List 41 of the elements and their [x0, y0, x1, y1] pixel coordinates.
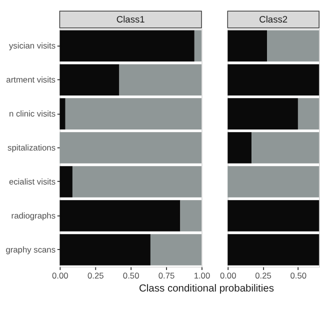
- bar: [228, 166, 320, 198]
- x-tick-label: 0.25: [255, 270, 272, 280]
- chart-title: Class1: [116, 14, 145, 24]
- bar: [267, 30, 320, 62]
- bar: [180, 200, 202, 232]
- chart-title: Class2: [259, 14, 288, 24]
- y-tick-label: radiographs: [11, 210, 56, 221]
- bar: [228, 234, 320, 266]
- bar: [228, 132, 252, 164]
- x-tick-label: 0.50: [290, 270, 307, 280]
- bar: [150, 234, 202, 266]
- bar: [119, 64, 202, 96]
- x-tick-label: 0.25: [87, 270, 104, 280]
- bar: [60, 98, 66, 130]
- y-tick-label: ecialist visits: [8, 176, 56, 187]
- bar: [72, 166, 202, 198]
- bar: [65, 98, 202, 130]
- x-tick-label: 0.75: [158, 270, 176, 280]
- x-tick-label: 0.00: [52, 270, 69, 280]
- x-axis-title: Class conditional probabilities: [138, 283, 274, 294]
- bar: [228, 200, 320, 232]
- bar: [228, 98, 298, 130]
- bar: [60, 166, 72, 198]
- bar: [298, 98, 320, 130]
- bar: [194, 30, 202, 62]
- y-tick-label: spitalizations: [8, 142, 56, 153]
- bar: [252, 132, 320, 164]
- y-tick-label: graphy scans: [6, 244, 56, 255]
- x-tick-label: 0.50: [122, 270, 140, 280]
- bar: [60, 200, 180, 232]
- x-tick-label: 1.00: [194, 270, 210, 280]
- bar: [60, 132, 202, 164]
- bar: [60, 30, 194, 62]
- bar: [228, 64, 320, 96]
- bar: [60, 234, 150, 266]
- y-tick-label: ysician visits: [8, 40, 56, 51]
- y-tick-label: n clinic visits: [8, 108, 56, 119]
- x-tick-label: 0.00: [220, 270, 237, 280]
- bar: [60, 64, 120, 96]
- y-tick-label: artment visits: [6, 74, 56, 85]
- bar: [228, 30, 268, 62]
